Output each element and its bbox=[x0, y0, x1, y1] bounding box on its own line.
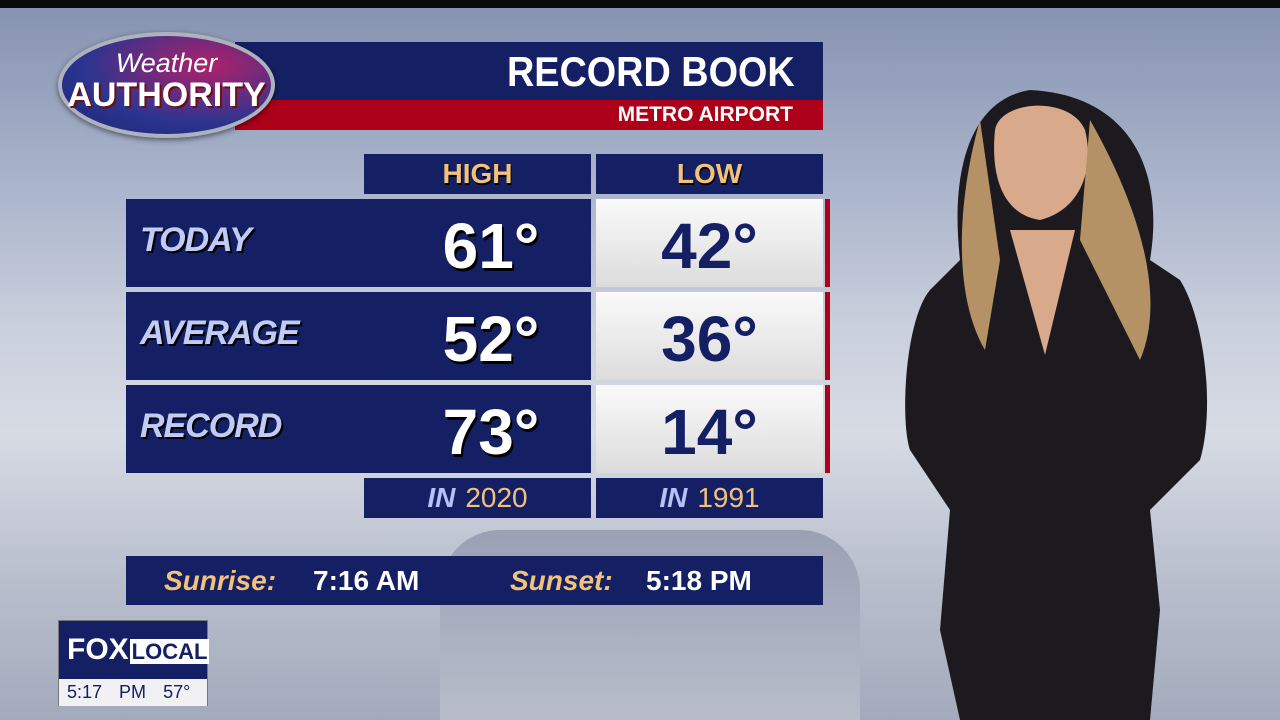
record-high-year: IN 2020 bbox=[364, 478, 591, 518]
location-subtitle: METRO AIRPORT bbox=[617, 103, 793, 126]
header-bar: RECORD BOOK bbox=[235, 42, 823, 100]
sun-times-bar: Sunrise: 7:16 AM Sunset: 5:18 PM bbox=[126, 556, 823, 605]
table-row: TODAY 61° 42° bbox=[126, 199, 830, 287]
bug-time: 5:17 PM bbox=[67, 682, 147, 702]
high-value: 52° bbox=[442, 303, 540, 375]
table-row: RECORD 73° 14° bbox=[126, 385, 830, 473]
bug-temp: 57° bbox=[163, 682, 191, 702]
presenter bbox=[905, 90, 1208, 720]
logo-line1: Weather bbox=[115, 48, 218, 78]
year-value: 2020 bbox=[465, 482, 528, 513]
logo-line2: AUTHORITY bbox=[67, 76, 266, 114]
sunset-time: 5:18 PM bbox=[646, 565, 752, 596]
page-title: RECORD BOOK bbox=[507, 48, 795, 95]
record-low-year: IN 1991 bbox=[596, 478, 823, 518]
top-letterbox bbox=[0, 0, 1280, 8]
local-brand: LOCAL bbox=[129, 639, 210, 664]
row-label: TODAY bbox=[140, 221, 252, 259]
high-value: 73° bbox=[442, 396, 540, 468]
low-value: 42° bbox=[661, 210, 758, 282]
station-bug: FOX LOCAL 5:17 PM 57° bbox=[58, 620, 210, 706]
low-value: 14° bbox=[661, 396, 758, 468]
sunrise-time: 7:16 AM bbox=[313, 565, 420, 596]
sunrise-label: Sunrise: bbox=[164, 565, 277, 596]
row-label: AVERAGE bbox=[140, 314, 300, 352]
high-value: 61° bbox=[442, 210, 540, 282]
column-header-high: HIGH bbox=[364, 154, 591, 194]
fox-brand: FOX bbox=[67, 633, 129, 666]
table-row: AVERAGE 52° 36° bbox=[126, 292, 830, 380]
low-value: 36° bbox=[661, 303, 758, 375]
sunset-label: Sunset: bbox=[510, 565, 613, 596]
year-prefix: IN bbox=[659, 482, 688, 513]
year-prefix: IN bbox=[427, 482, 456, 513]
weather-authority-logo: Weather AUTHORITY bbox=[58, 32, 275, 138]
column-header-low: LOW bbox=[596, 154, 823, 194]
row-label: RECORD bbox=[140, 407, 282, 445]
subtitle-bar: METRO AIRPORT bbox=[235, 100, 823, 130]
year-value: 1991 bbox=[697, 482, 760, 513]
